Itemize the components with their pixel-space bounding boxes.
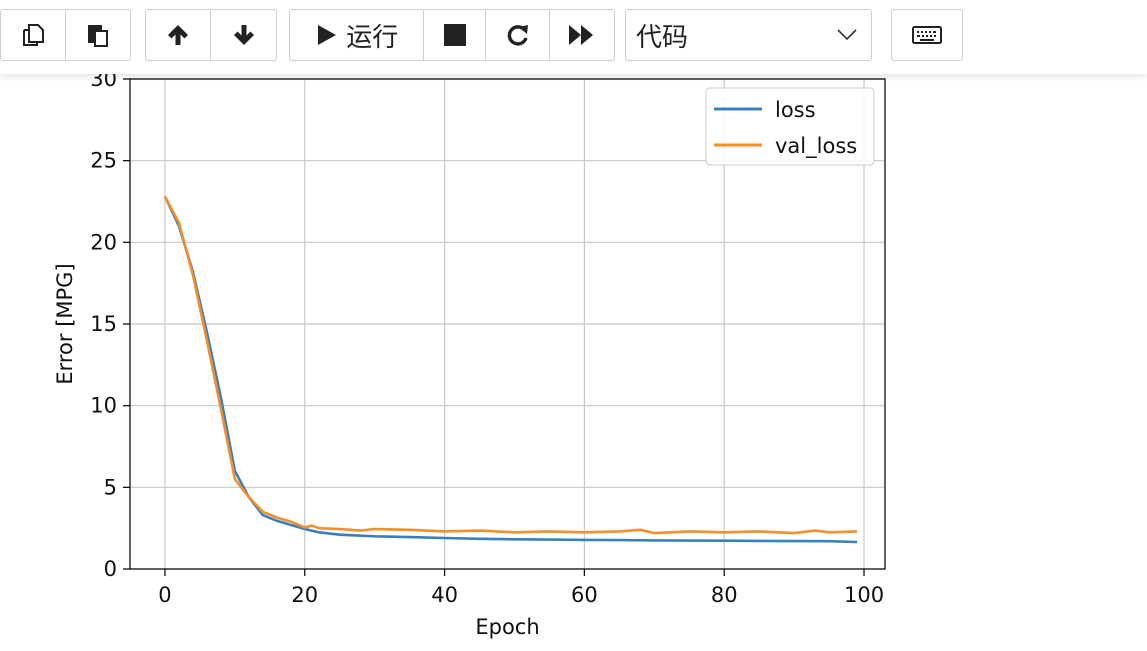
paste-icon xyxy=(87,25,108,47)
y-tick-label: 25 xyxy=(90,149,117,173)
command-palette-button[interactable] xyxy=(892,10,962,60)
run-button[interactable]: 运行 xyxy=(290,10,424,60)
x-tick-label: 80 xyxy=(711,583,738,607)
restart-run-all-button[interactable] xyxy=(550,10,614,60)
move-button-group xyxy=(145,9,277,61)
x-axis-label: Epoch xyxy=(475,615,539,639)
x-tick-label: 40 xyxy=(431,583,458,607)
cell-type-value: 代码 xyxy=(636,22,689,53)
x-tick-label: 60 xyxy=(571,583,598,607)
series-line-val-loss xyxy=(163,195,858,535)
y-tick-label: 15 xyxy=(90,312,117,336)
restart-kernel-button[interactable] xyxy=(486,10,551,60)
run-button-label: 运行 xyxy=(346,22,399,53)
series-line-loss xyxy=(163,196,858,544)
copy-icon xyxy=(22,24,44,46)
keyboard-icon xyxy=(912,26,942,44)
keyboard-button-group xyxy=(891,9,963,61)
x-tick-label: 0 xyxy=(158,583,171,607)
run-button-group: 运行 xyxy=(289,9,615,61)
move-down-button[interactable] xyxy=(211,10,276,60)
notebook-toolbar: 运行 代码 xyxy=(0,0,1147,74)
arrow-up-icon xyxy=(168,25,188,45)
y-tick-label: 20 xyxy=(90,230,117,254)
paste-cells-button[interactable] xyxy=(66,10,131,60)
x-tick-label: 100 xyxy=(844,583,884,607)
move-up-button[interactable] xyxy=(146,10,211,60)
cell-type-select[interactable]: 代码 xyxy=(625,9,872,61)
restart-icon xyxy=(507,25,528,46)
y-tick-label: 10 xyxy=(90,394,117,418)
copy-cells-button[interactable] xyxy=(1,10,66,60)
x-tick-label: 20 xyxy=(291,583,318,607)
stop-icon xyxy=(443,24,466,46)
fast-forward-icon xyxy=(569,25,594,45)
legend-label-loss: loss xyxy=(775,98,816,122)
arrow-down-icon xyxy=(233,25,254,45)
grid-lines xyxy=(130,78,885,570)
series-layer xyxy=(163,195,858,544)
interrupt-button[interactable] xyxy=(424,10,487,60)
play-icon xyxy=(318,25,337,45)
y-tick-label: 5 xyxy=(104,475,117,499)
clipboard-button-group xyxy=(0,9,131,61)
legend-label-val-loss: val_loss xyxy=(775,134,857,159)
chart-legend: loss val_loss xyxy=(705,87,875,166)
y-axis-label: Error [MPG] xyxy=(53,263,77,384)
chevron-down-icon xyxy=(837,29,857,41)
y-tick-label: 0 xyxy=(104,557,117,581)
